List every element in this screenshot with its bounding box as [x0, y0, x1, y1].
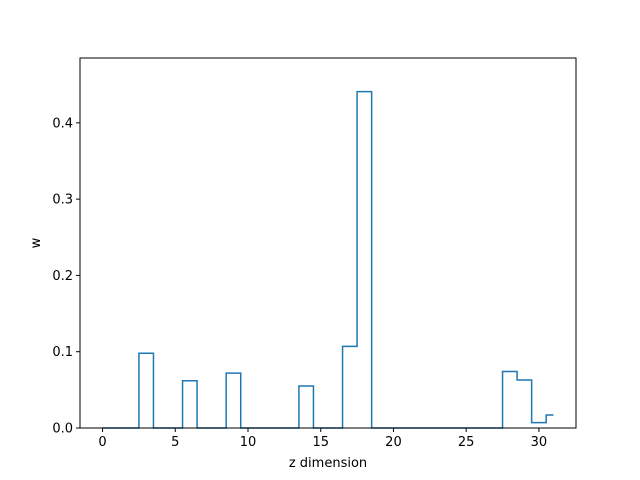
x-tick-label: 30	[531, 435, 548, 450]
y-tick-label: 0.2	[52, 269, 73, 284]
y-axis-ticks: 0.0 0.1 0.2 0.3 0.4	[52, 116, 80, 437]
plot-frame	[79, 57, 577, 429]
x-tick-label: 20	[385, 435, 402, 450]
x-axis-label: z dimension	[289, 456, 367, 471]
x-tick-label: 5	[171, 435, 179, 450]
x-tick-label: 25	[458, 435, 475, 450]
x-axis-ticks: 0 5 10 15 20 25 30	[98, 428, 547, 450]
y-axis-label: w	[29, 237, 44, 248]
y-tick-label: 0.4	[52, 116, 73, 131]
x-tick-label: 0	[98, 435, 106, 450]
y-tick-label: 0.1	[52, 345, 73, 360]
plot-area	[80, 58, 576, 428]
x-tick-label: 10	[240, 435, 257, 450]
x-tick-label: 15	[312, 435, 329, 450]
y-tick-label: 0.3	[52, 193, 73, 208]
y-tick-label: 0.0	[52, 422, 73, 437]
